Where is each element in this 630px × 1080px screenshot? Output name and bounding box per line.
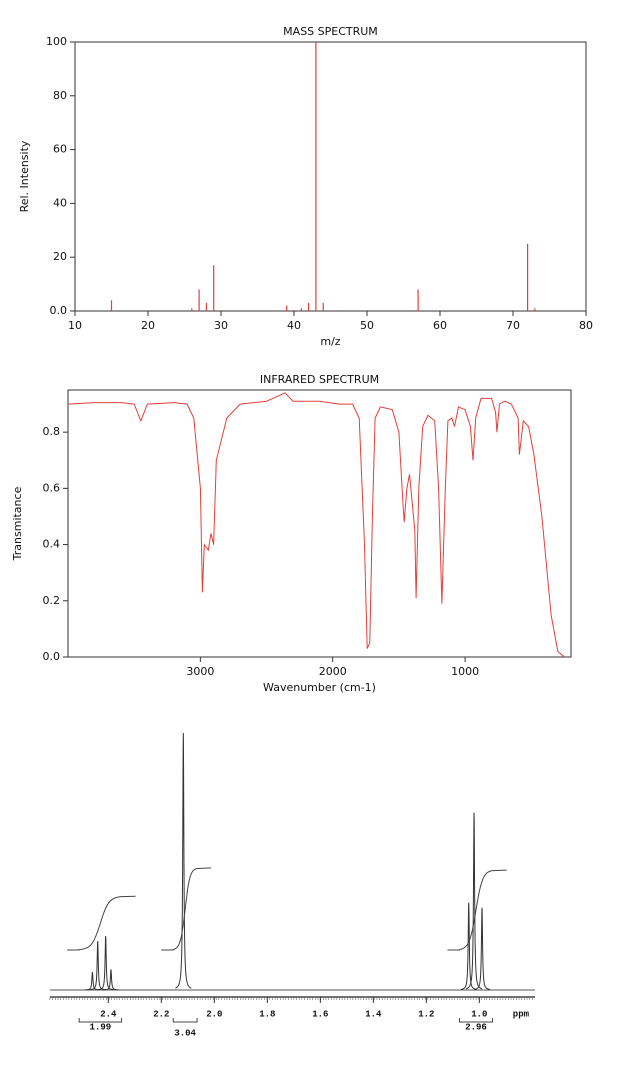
- nmr-peak: [89, 941, 106, 991]
- x-tick-label: 1.6: [312, 1009, 328, 1019]
- nmr-peak: [84, 971, 101, 991]
- y-tick-label: 0.0: [43, 650, 61, 663]
- y-tick-label: 60: [53, 143, 67, 156]
- x-tick-label: 20: [141, 319, 155, 332]
- y-tick-label: 20: [53, 250, 67, 263]
- x-axis-label: Wavenumber (cm-1): [263, 681, 376, 694]
- nmr-peak: [473, 907, 491, 990]
- integral-label: 2.96: [465, 1022, 487, 1032]
- nmr-peak: [465, 812, 483, 990]
- x-tick-label: 1.4: [365, 1009, 382, 1019]
- x-tick-label: 2.4: [100, 1009, 117, 1019]
- y-tick-label: 0.2: [43, 594, 61, 607]
- x-tick-label: 1.2: [418, 1009, 434, 1019]
- minor-ticks: [49, 997, 533, 1000]
- y-tick-label: 40: [53, 196, 67, 209]
- x-tick-label: 2.0: [206, 1009, 222, 1019]
- y-tick-label: 100: [46, 35, 67, 48]
- x-tick-label: 2000: [319, 665, 347, 678]
- y-axis-label: Rel. Intensity: [18, 140, 31, 212]
- chart-title: INFRARED SPECTRUM: [260, 373, 379, 386]
- x-tick-label: 50: [360, 319, 374, 332]
- spectrum-line: [67, 392, 565, 658]
- integral-curve: [67, 895, 136, 951]
- plot-frame: [74, 41, 587, 312]
- x-tick-label: 1.0: [471, 1009, 487, 1019]
- integral-curve: [161, 867, 212, 951]
- integral-bracket: [172, 1018, 198, 1023]
- nmr-peak: [102, 969, 119, 991]
- x-tick-label: 10: [68, 319, 82, 332]
- nmr-peak: [175, 732, 192, 989]
- integral-bracket: [458, 1018, 494, 1023]
- x-tick-label: 2.2: [153, 1009, 169, 1019]
- y-tick-label: 0.4: [43, 538, 61, 551]
- nmr-peak: [460, 902, 477, 990]
- y-tick-label: 80: [53, 89, 67, 102]
- integral-label: 1.99: [90, 1022, 112, 1032]
- x-tick-label: 3000: [186, 665, 214, 678]
- plot-frame: [67, 389, 572, 658]
- x-tick-label: 30: [214, 319, 228, 332]
- integral-bracket: [78, 1018, 123, 1023]
- x-tick-label: 1000: [451, 665, 479, 678]
- x-tick-label: 80: [579, 319, 593, 332]
- integral-curve: [447, 869, 507, 951]
- y-tick-label: 0.6: [43, 481, 61, 494]
- chart-title: MASS SPECTRUM: [283, 25, 378, 38]
- y-tick-label: 0.8: [43, 425, 61, 438]
- x-axis-label: m/z: [320, 335, 340, 348]
- x-unit-label: ppm: [513, 1009, 530, 1019]
- nmr-peak: [97, 935, 114, 991]
- x-tick-label: 40: [287, 319, 301, 332]
- y-axis-label: Transmitance: [11, 486, 24, 561]
- x-tick-label: 1.8: [259, 1009, 275, 1019]
- x-tick-label: 60: [433, 319, 447, 332]
- integral-label: 3.04: [174, 1028, 196, 1038]
- x-tick-label: 70: [506, 319, 520, 332]
- y-tick-label: 0.0: [50, 304, 68, 317]
